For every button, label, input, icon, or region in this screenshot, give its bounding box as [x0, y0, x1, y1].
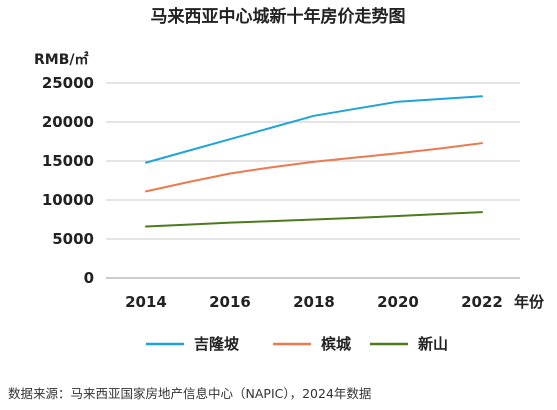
x-tick-label: 2020 [377, 293, 419, 311]
y-tick-labels: 25000 20000 15000 10000 5000 0 [42, 74, 94, 287]
x-tick-label: 2016 [209, 293, 251, 311]
x-tick-labels: 2014 2016 2018 2020 2022 [125, 293, 503, 311]
series-lines [145, 95, 483, 228]
y-tick-label: 10000 [42, 191, 94, 209]
source-note: 数据来源：马来西亚国家房地产信息中心（NAPIC），2024年数据 [8, 386, 371, 401]
legend-label: 新山 [418, 335, 448, 353]
y-tick-label: 0 [84, 269, 94, 287]
gridlines [106, 82, 520, 279]
x-tick-label: 2018 [293, 293, 335, 311]
x-axis-unit: 年份 [514, 293, 545, 311]
legend: 吉隆坡 槟城 新山 [146, 335, 448, 353]
series-line-2 [145, 142, 483, 193]
legend-label: 吉隆坡 [194, 335, 239, 353]
legend-label: 槟城 [321, 335, 351, 353]
y-tick-label: 20000 [42, 113, 94, 131]
y-axis-unit: RMB/㎡ [34, 51, 89, 68]
series-line-1 [145, 95, 483, 164]
y-tick-label: 5000 [52, 230, 94, 248]
series-line-3 [145, 211, 483, 228]
y-tick-label: 25000 [42, 74, 94, 92]
x-tick-label: 2022 [461, 293, 503, 311]
chart-title: 马来西亚中心城新十年房价走势图 [151, 6, 406, 27]
x-tick-label: 2014 [125, 293, 167, 311]
y-tick-label: 15000 [42, 152, 94, 170]
